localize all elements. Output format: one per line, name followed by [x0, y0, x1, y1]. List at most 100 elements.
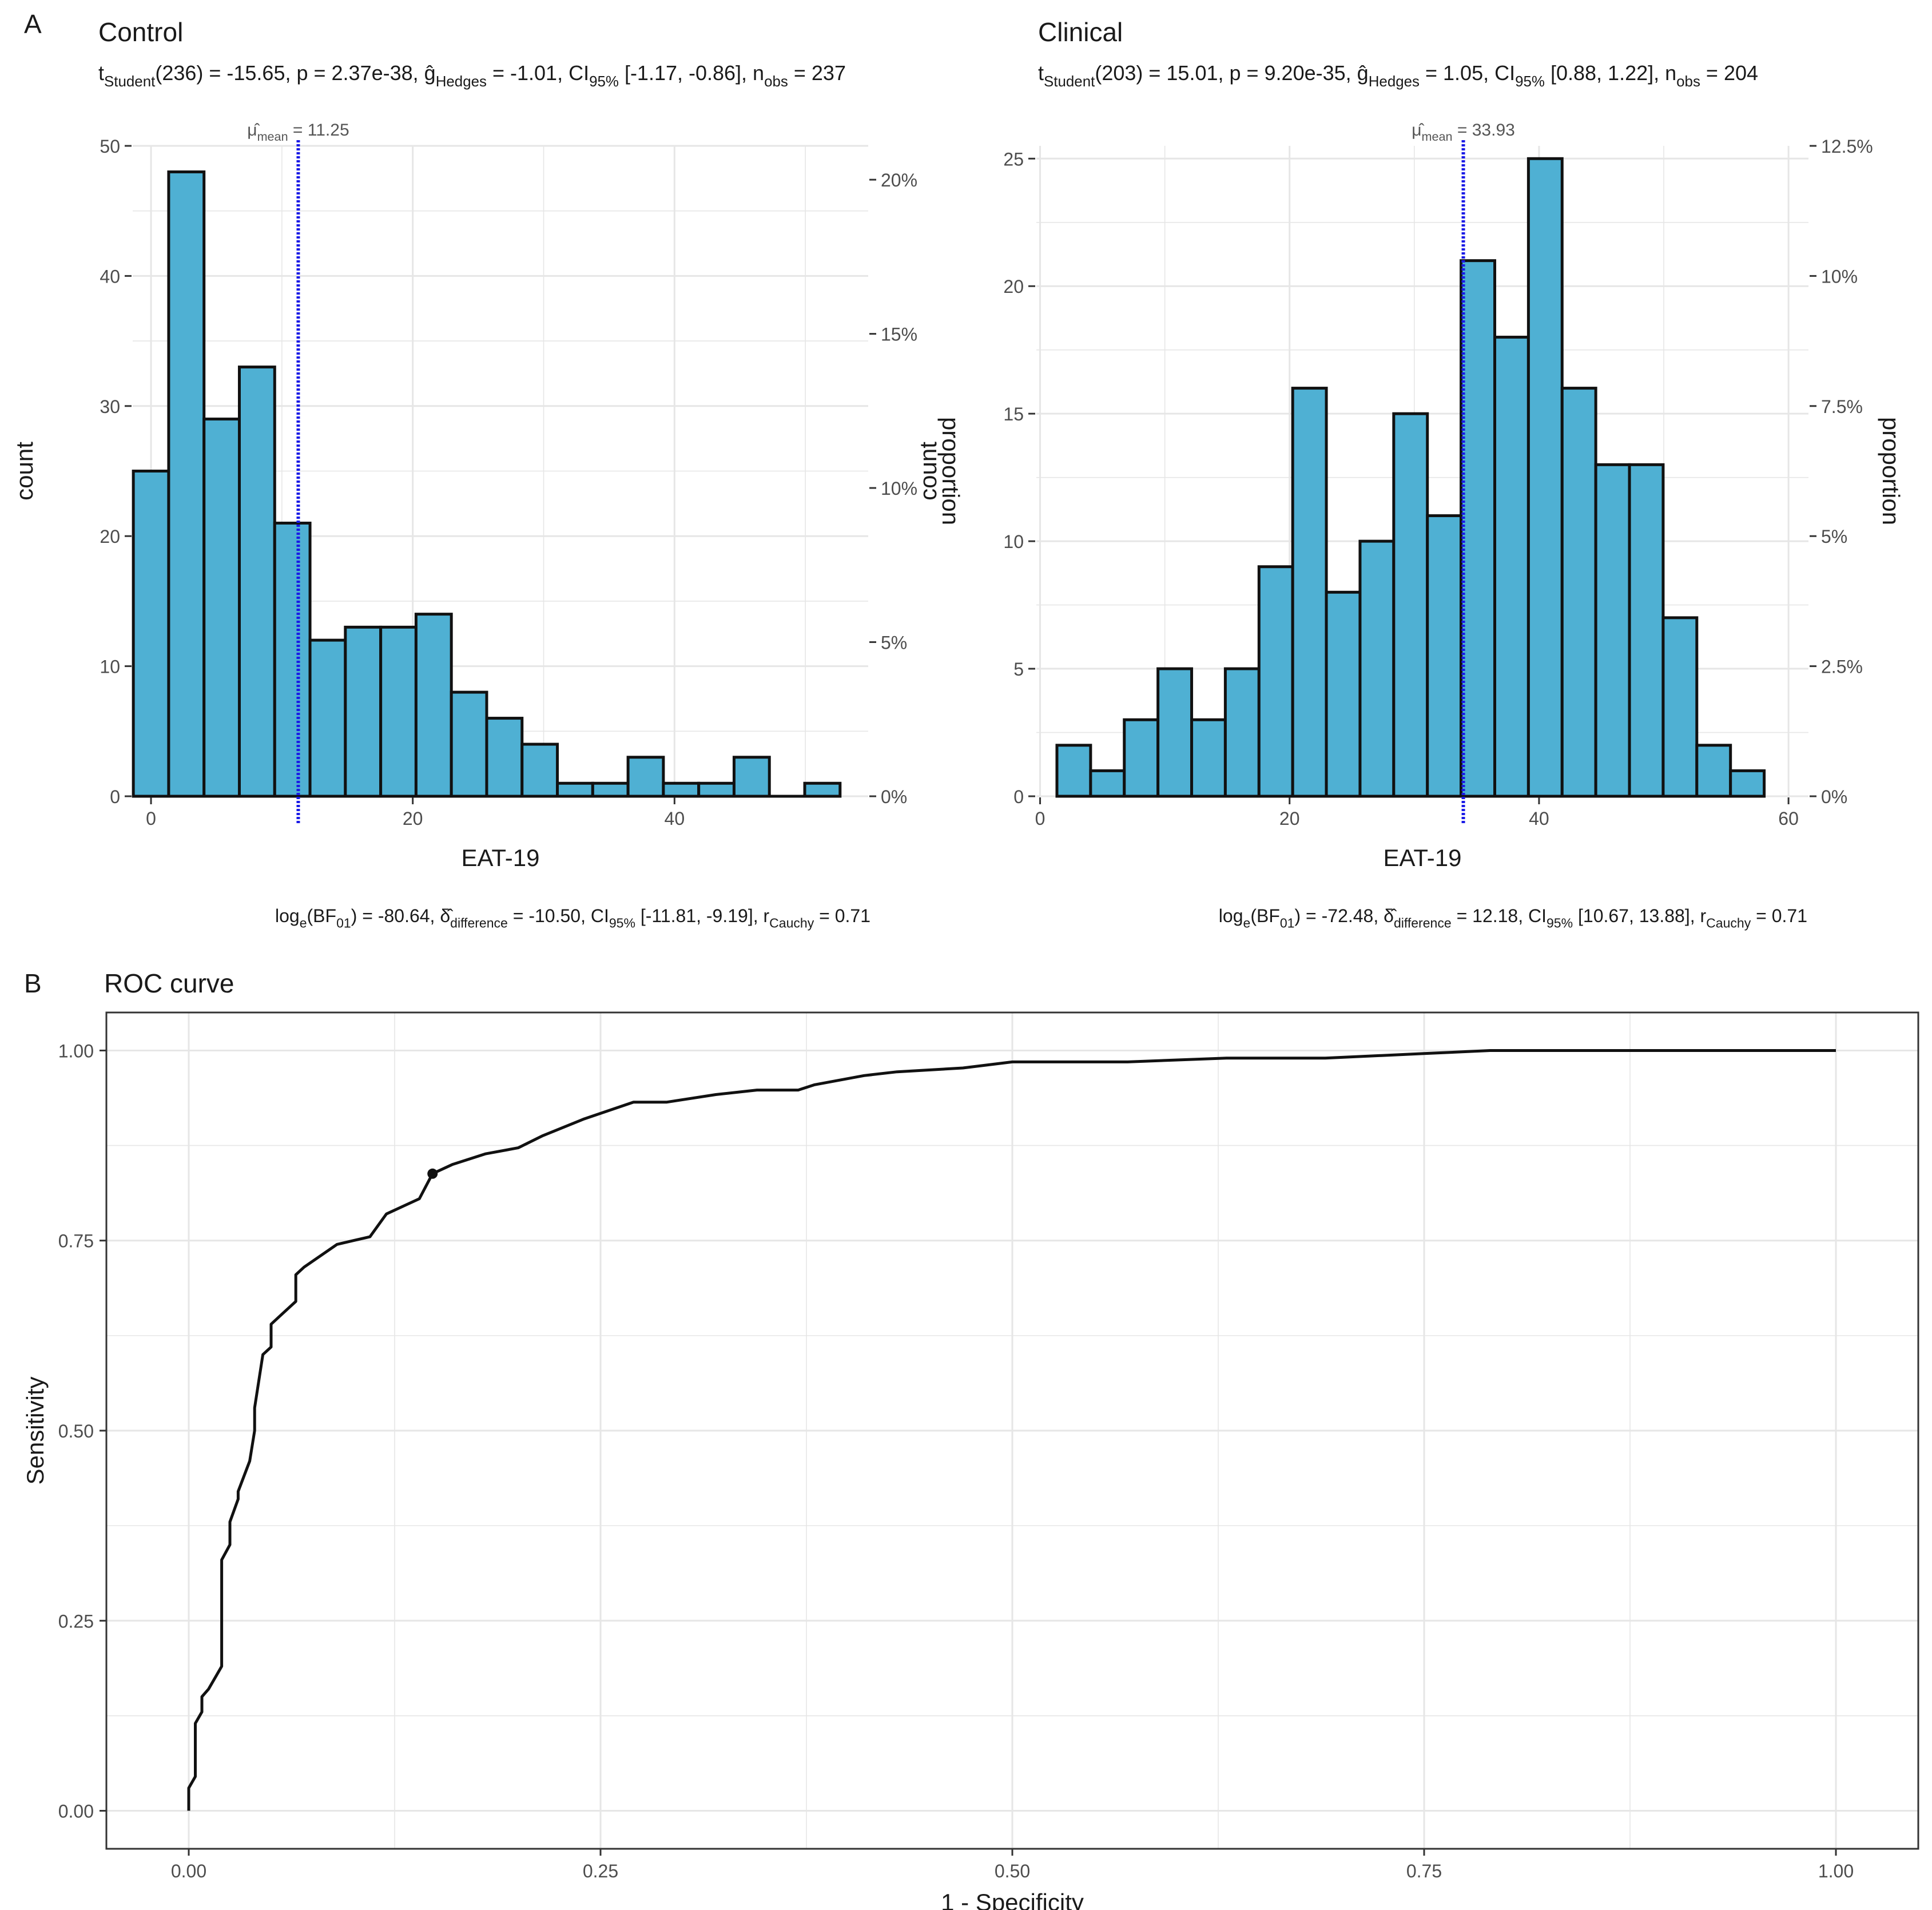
- chart-caption-part: = 0.71: [814, 906, 870, 926]
- chart-subtitle-part: Hedges: [436, 74, 487, 90]
- chart-caption-part: = 0.71: [1751, 906, 1807, 926]
- histogram-bar: [732, 756, 771, 798]
- y-axis-title: count: [11, 442, 38, 501]
- y-tick-label: 15: [1003, 404, 1024, 424]
- chart-subtitle-part: Hedges: [1369, 74, 1420, 90]
- y-tick-label: 50: [100, 136, 120, 157]
- histogram-bar: [1156, 667, 1194, 798]
- histogram-bar: [556, 781, 594, 798]
- roc-point: [427, 1168, 438, 1179]
- x-tick-label: 40: [665, 808, 685, 829]
- y2-tick-label: 10%: [1821, 266, 1858, 287]
- y-ticks-left: 0 10 20 30 40 50: [100, 136, 132, 807]
- histogram-bar: [1560, 387, 1597, 798]
- x-tick-label: 40: [1529, 808, 1549, 829]
- chart-subtitle: tStudent(236) = -15.65, p = 2.37e-38, ĝH…: [98, 61, 846, 90]
- chart-caption: loge(BF01) = -72.48, δ̂difference = 12.1…: [1219, 906, 1807, 931]
- histogram-bar: [1325, 590, 1362, 798]
- histogram-bar: [414, 613, 453, 798]
- chart-subtitle: tStudent(203) = 15.01, p = 9.20e-35, ĝHe…: [1038, 61, 1758, 90]
- y2-tick-label: 5%: [881, 633, 907, 653]
- chart-subtitle-text: tStudent(203) = 15.01, p = 9.20e-35, ĝHe…: [1038, 61, 1758, 90]
- y-tick-label: 1.00: [58, 1041, 94, 1061]
- grid: [106, 1012, 1918, 1849]
- x-axis-title: EAT-19: [462, 844, 540, 871]
- chart-caption-part: 01: [336, 916, 351, 931]
- histogram-bar: [308, 638, 347, 798]
- chart-caption-part: [10.67, 13.88], r: [1573, 906, 1706, 926]
- y2-tick-label: 15%: [881, 324, 917, 345]
- histogram-bar: [202, 418, 241, 798]
- histogram-bar: [1460, 259, 1496, 798]
- chart-subtitle-part: = 237: [788, 61, 846, 85]
- chart-caption-part: Cauchy: [1706, 916, 1751, 931]
- y-axis-title: Sensitivity: [22, 1376, 49, 1484]
- histogram-bar: [237, 366, 276, 798]
- histogram-bar: [1392, 412, 1429, 798]
- chart-caption-part: ) = -72.48, δ̂: [1294, 906, 1397, 926]
- chart-caption-part: log: [1219, 906, 1243, 926]
- chart-subtitle-part: obs: [764, 74, 788, 90]
- x-tick-label: 0.25: [583, 1861, 618, 1881]
- chart-subtitle-part: 95%: [1515, 74, 1545, 90]
- mean-label-text: μ̂mean = 33.93: [1412, 121, 1515, 144]
- histogram-bar: [1661, 616, 1699, 798]
- y-ticks-left: 0 5 10 15 20 25: [1003, 149, 1035, 807]
- mean-label-text: μ̂mean = 11.25: [247, 121, 349, 144]
- y-axis-title: count: [915, 442, 941, 501]
- y-ticks: 0.00 0.25 0.50 0.75 1.00: [58, 1041, 106, 1822]
- histogram-bar: [662, 781, 701, 798]
- chart-subtitle-part: (236) = -15.65, p = 2.37e-38,: [155, 61, 424, 85]
- chart-caption-part: 95%: [1547, 916, 1573, 931]
- histogram-bar: [697, 781, 736, 798]
- histogram-bar: [132, 470, 170, 798]
- chart-caption-part: ) = -80.64, δ̂: [351, 906, 454, 926]
- chart-subtitle-part: obs: [1676, 74, 1700, 90]
- histogram-bar: [450, 690, 488, 798]
- histogram-bar: [591, 781, 630, 798]
- y2-tick-label: 5%: [1821, 526, 1847, 547]
- chart-subtitle-text: tStudent(236) = -15.65, p = 2.37e-38, ĝH…: [98, 61, 846, 90]
- mean-label-part: = 11.25: [288, 121, 349, 140]
- histogram-bar: [1426, 514, 1463, 798]
- x-tick-label: 0.50: [995, 1861, 1030, 1881]
- chart-caption-part: e: [300, 916, 307, 931]
- chart-subtitle-part: [0.88, 1.22], n: [1545, 61, 1676, 85]
- x-tick-label: 0: [1035, 808, 1045, 829]
- histogram-bar: [485, 717, 524, 798]
- y2-tick-label: 20%: [881, 170, 917, 190]
- chart-caption-text: loge(BF01) = -80.64, δ̂difference = -10.…: [275, 906, 870, 931]
- histogram-bar: [803, 781, 842, 798]
- histogram-bar: [1123, 718, 1160, 798]
- chart-subtitle-part: ĝ: [424, 61, 436, 85]
- mean-label-part: μ̂: [247, 121, 260, 140]
- panel-tag-a: A: [24, 9, 42, 39]
- chart-subtitle-part: t: [1038, 61, 1044, 85]
- y-tick-label: 0.25: [58, 1611, 94, 1631]
- x-tick-label: 20: [1279, 808, 1300, 829]
- histogram-bar: [1594, 463, 1631, 798]
- chart-caption-part: (BF: [1250, 906, 1280, 926]
- y-tick-label: 10: [100, 657, 120, 677]
- histogram-bar: [1526, 157, 1564, 798]
- chart-caption-part: [-11.81, -9.19], r: [635, 906, 770, 926]
- chart-title: ROC curve: [104, 968, 234, 998]
- chart-subtitle-part: [-1.17, -0.86], n: [619, 61, 764, 85]
- histogram-bar: [1257, 565, 1294, 798]
- y2-axis-title: proportion: [937, 417, 964, 525]
- chart-title: Control: [98, 17, 183, 47]
- y-tick-label: 0: [1013, 787, 1024, 807]
- chart-caption-part: = 12.18, CI: [1452, 906, 1547, 926]
- chart-subtitle-part: ĝ: [1357, 61, 1369, 85]
- x-tick-label: 20: [403, 808, 423, 829]
- chart-title: Clinical: [1038, 17, 1123, 47]
- y-ticks-right: 0% 2.5% 5% 7.5% 10% 12.5%: [1810, 136, 1873, 807]
- histogram-bar: [1291, 387, 1328, 798]
- chart-subtitle-part: 95%: [589, 74, 619, 90]
- x-tick-label: 0.75: [1406, 1861, 1442, 1881]
- y-tick-label: 0.75: [58, 1231, 94, 1252]
- y2-tick-label: 0%: [881, 787, 907, 807]
- histogram-clinical: μ̂mean = 33.93 0 5 10 15 20 25 0% 2.5% 5% 7.5% 10% 1…: [915, 17, 1905, 931]
